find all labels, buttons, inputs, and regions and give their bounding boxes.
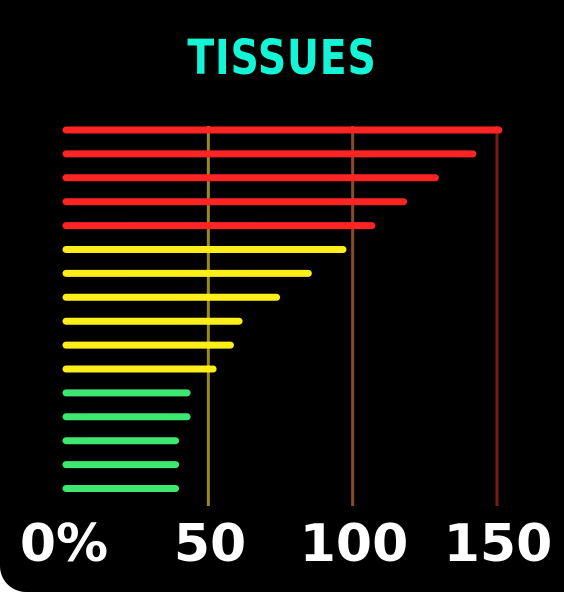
- tick-label-150: 150: [444, 514, 553, 574]
- chart-title: TISSUES: [187, 30, 377, 86]
- tick-label-0: 0%: [20, 514, 108, 574]
- gridlines: [206, 126, 499, 506]
- tick-labels: 0% 50 100 150: [20, 514, 552, 574]
- tick-label-100: 100: [300, 514, 409, 574]
- bars: [62, 126, 503, 492]
- tick-label-50: 50: [174, 514, 246, 574]
